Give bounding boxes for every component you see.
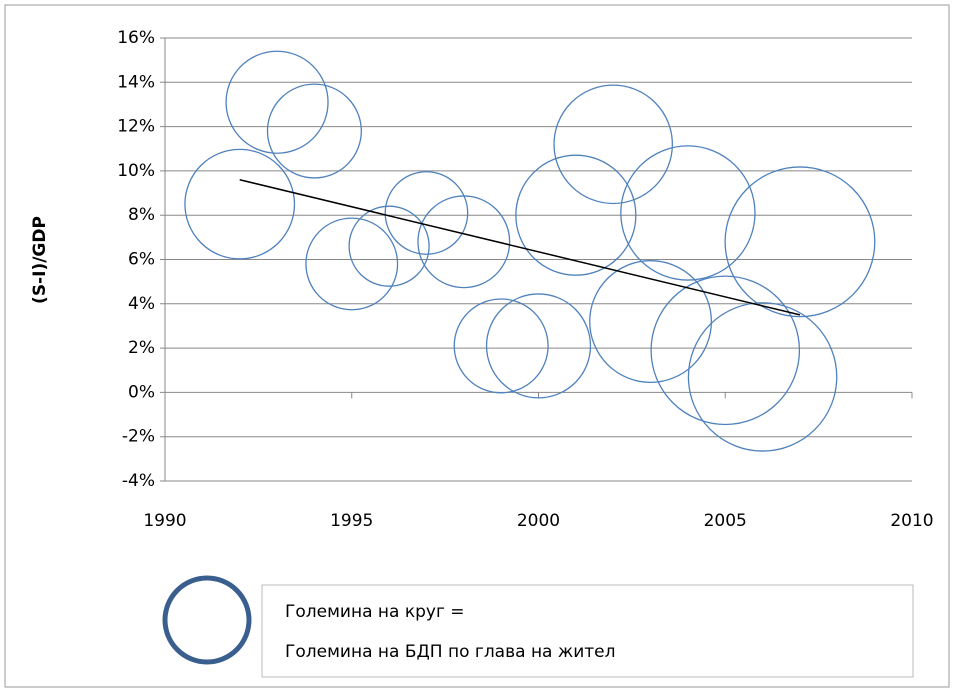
y-tick-label: 8% <box>128 205 155 225</box>
y-tick-label: 6% <box>128 250 155 270</box>
bubble <box>417 195 511 289</box>
legend-box <box>261 584 914 678</box>
x-tick-label: 1990 <box>143 511 186 531</box>
bubble <box>620 145 756 281</box>
y-tick-label: 16% <box>117 28 155 48</box>
x-tick-label: 2005 <box>704 511 747 531</box>
bubble <box>515 154 637 276</box>
bubble <box>348 205 430 287</box>
bubble <box>687 302 838 452</box>
y-axis-label: (S-I)/GDP <box>30 216 50 304</box>
y-tick-label: 10% <box>117 161 155 181</box>
bubble <box>266 83 362 179</box>
bubble <box>650 275 801 426</box>
bubble <box>305 217 399 311</box>
y-tick-label: 14% <box>117 72 155 92</box>
y-tick-label: 4% <box>128 294 155 314</box>
bubble <box>724 166 876 318</box>
bubble <box>453 298 549 394</box>
y-tick-label: -2% <box>122 427 155 447</box>
y-tick-label: 12% <box>117 117 155 137</box>
y-tick-label: 0% <box>128 382 155 402</box>
x-tick-label: 1995 <box>330 511 373 531</box>
bubble <box>553 84 674 205</box>
x-tick-label: 2000 <box>517 511 560 531</box>
bubble <box>225 50 329 154</box>
y-tick-label: -4% <box>122 471 155 491</box>
legend-text: Големина на круг = <box>285 602 465 622</box>
chart-frame <box>4 4 950 688</box>
bubble <box>184 148 296 260</box>
legend-text: Големина на БДП по глава на жител <box>285 642 615 662</box>
y-tick-label: 2% <box>128 338 155 358</box>
bubble <box>485 293 592 399</box>
bubble <box>589 260 713 383</box>
bubble <box>384 171 469 255</box>
trendline <box>239 179 801 316</box>
x-tick-label: 2010 <box>890 511 933 531</box>
legend-icon <box>162 575 252 665</box>
